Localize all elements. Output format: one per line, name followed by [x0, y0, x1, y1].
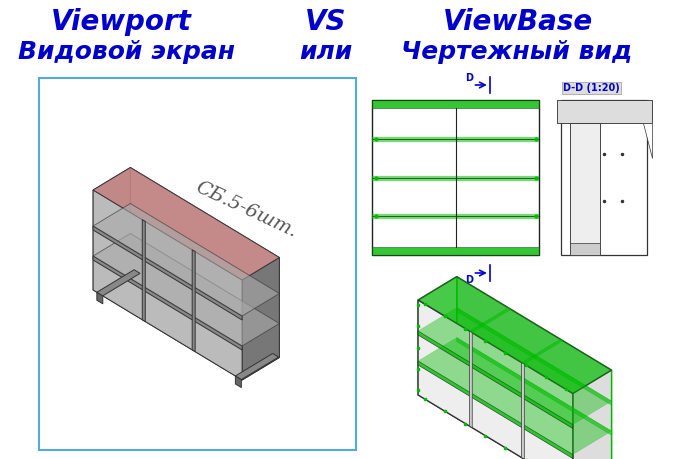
Polygon shape: [93, 190, 242, 380]
Text: VS: VS: [304, 8, 346, 36]
Bar: [570, 123, 600, 255]
Polygon shape: [418, 338, 612, 454]
Bar: [372, 175, 540, 180]
Polygon shape: [130, 168, 279, 358]
Polygon shape: [470, 308, 511, 333]
Text: D: D: [465, 73, 473, 83]
Polygon shape: [457, 338, 612, 435]
Polygon shape: [457, 277, 612, 459]
Bar: [372, 247, 540, 255]
Polygon shape: [242, 257, 279, 380]
Polygon shape: [93, 268, 279, 380]
Polygon shape: [97, 292, 103, 304]
Bar: [372, 137, 540, 142]
Polygon shape: [235, 353, 279, 380]
Text: Чертежный вид: Чертежный вид: [401, 40, 632, 64]
Polygon shape: [93, 203, 279, 316]
Polygon shape: [93, 256, 242, 350]
Polygon shape: [93, 234, 279, 346]
Polygon shape: [93, 168, 130, 290]
Polygon shape: [97, 270, 140, 296]
Polygon shape: [418, 372, 612, 459]
Text: Видовой экран: Видовой экран: [18, 40, 235, 64]
Text: D-D (1:20): D-D (1:20): [564, 83, 620, 93]
Bar: [372, 100, 540, 255]
Text: Viewport: Viewport: [51, 8, 192, 36]
Text: ViewBase: ViewBase: [443, 8, 594, 36]
Text: СБ.5-6шт.: СБ.5-6шт.: [193, 179, 300, 241]
Polygon shape: [193, 250, 195, 352]
Polygon shape: [522, 339, 563, 364]
Polygon shape: [142, 220, 146, 321]
Polygon shape: [522, 363, 524, 459]
Polygon shape: [418, 277, 457, 395]
Polygon shape: [93, 168, 279, 280]
Polygon shape: [573, 370, 612, 459]
Polygon shape: [470, 331, 473, 428]
Bar: [372, 214, 540, 219]
Bar: [38, 78, 356, 450]
Polygon shape: [418, 300, 573, 459]
Bar: [556, 100, 652, 123]
Bar: [570, 243, 600, 255]
Polygon shape: [418, 331, 573, 429]
Polygon shape: [418, 361, 573, 459]
Text: D: D: [465, 275, 473, 285]
Polygon shape: [235, 376, 241, 387]
Bar: [561, 100, 648, 255]
Polygon shape: [643, 123, 652, 158]
Polygon shape: [457, 308, 612, 405]
Bar: [372, 100, 540, 108]
Polygon shape: [418, 277, 612, 393]
Text: или: или: [299, 40, 352, 64]
Polygon shape: [93, 226, 242, 320]
Polygon shape: [418, 308, 612, 425]
